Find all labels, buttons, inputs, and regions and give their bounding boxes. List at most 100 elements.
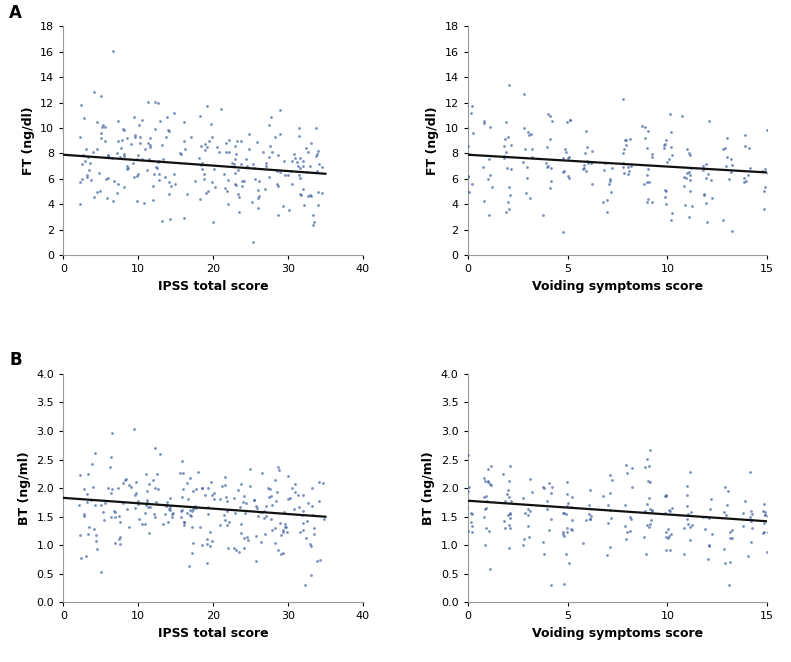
- Point: [566, 524, 579, 535]
- Point: [188, 175, 201, 186]
- Point: [678, 172, 691, 183]
- Point: [119, 475, 131, 486]
- Point: [686, 201, 698, 212]
- Point: [305, 569, 317, 580]
- Point: [78, 509, 91, 520]
- Point: [143, 528, 156, 539]
- Point: [601, 518, 614, 528]
- Point: [684, 150, 697, 160]
- Point: [598, 165, 611, 175]
- Point: [291, 157, 304, 167]
- Point: [638, 179, 651, 189]
- Point: [161, 497, 174, 508]
- Point: [617, 93, 630, 104]
- Point: [562, 171, 574, 181]
- Point: [645, 152, 658, 163]
- Point: [642, 522, 655, 533]
- Point: [759, 164, 771, 174]
- Point: [300, 143, 312, 154]
- Point: [89, 536, 102, 547]
- Point: [642, 475, 654, 486]
- Point: [85, 459, 98, 469]
- Point: [112, 534, 125, 544]
- Point: [723, 580, 736, 591]
- Point: [584, 514, 596, 524]
- Point: [537, 548, 550, 559]
- Point: [106, 153, 119, 164]
- Point: [248, 163, 260, 173]
- Point: [141, 496, 153, 507]
- Point: [229, 149, 242, 160]
- Point: [522, 130, 535, 140]
- Point: [201, 539, 214, 549]
- Point: [478, 492, 490, 502]
- Point: [297, 156, 309, 166]
- Point: [176, 492, 189, 502]
- Point: [291, 490, 304, 500]
- Point: [476, 162, 489, 173]
- Point: [458, 451, 471, 462]
- Point: [604, 175, 616, 186]
- Point: [566, 515, 579, 526]
- Point: [247, 237, 259, 248]
- Point: [244, 481, 256, 491]
- Point: [200, 142, 213, 153]
- Point: [482, 174, 494, 185]
- Point: [150, 162, 163, 173]
- Point: [177, 136, 190, 146]
- Point: [218, 472, 231, 483]
- Point: [564, 115, 577, 125]
- Point: [187, 485, 199, 496]
- Point: [107, 46, 119, 56]
- Point: [294, 190, 307, 201]
- Point: [640, 548, 653, 559]
- Point: [725, 154, 737, 165]
- Point: [202, 136, 215, 146]
- Point: [541, 504, 554, 514]
- Point: [282, 205, 295, 215]
- Point: [558, 579, 570, 590]
- Point: [665, 207, 678, 218]
- Point: [118, 149, 131, 160]
- Point: [162, 125, 175, 136]
- Point: [619, 520, 631, 531]
- Point: [604, 174, 617, 185]
- Point: [174, 468, 187, 479]
- Point: [756, 506, 769, 516]
- Point: [276, 527, 289, 538]
- Point: [128, 132, 141, 142]
- Point: [189, 500, 202, 511]
- Point: [646, 506, 659, 516]
- Point: [153, 449, 166, 459]
- Point: [557, 166, 570, 177]
- Point: [90, 117, 103, 127]
- Point: [664, 142, 677, 152]
- Point: [505, 140, 517, 150]
- Point: [466, 101, 479, 111]
- Point: [660, 532, 672, 542]
- Point: [101, 151, 114, 162]
- Point: [95, 91, 108, 101]
- Point: [680, 514, 693, 525]
- Point: [187, 501, 200, 512]
- Point: [148, 512, 161, 523]
- Point: [114, 532, 127, 542]
- Point: [524, 193, 536, 203]
- Point: [305, 138, 317, 148]
- Point: [143, 479, 156, 489]
- Point: [580, 166, 592, 176]
- Point: [157, 518, 169, 529]
- Point: [297, 490, 309, 500]
- Point: [618, 168, 630, 179]
- Point: [660, 491, 672, 501]
- Point: [583, 485, 596, 495]
- Point: [296, 509, 308, 520]
- Point: [683, 467, 696, 477]
- Point: [518, 534, 531, 544]
- Point: [271, 166, 283, 176]
- Point: [88, 192, 100, 203]
- Point: [200, 188, 213, 199]
- Point: [702, 116, 715, 126]
- Point: [263, 120, 275, 130]
- Point: [721, 499, 733, 510]
